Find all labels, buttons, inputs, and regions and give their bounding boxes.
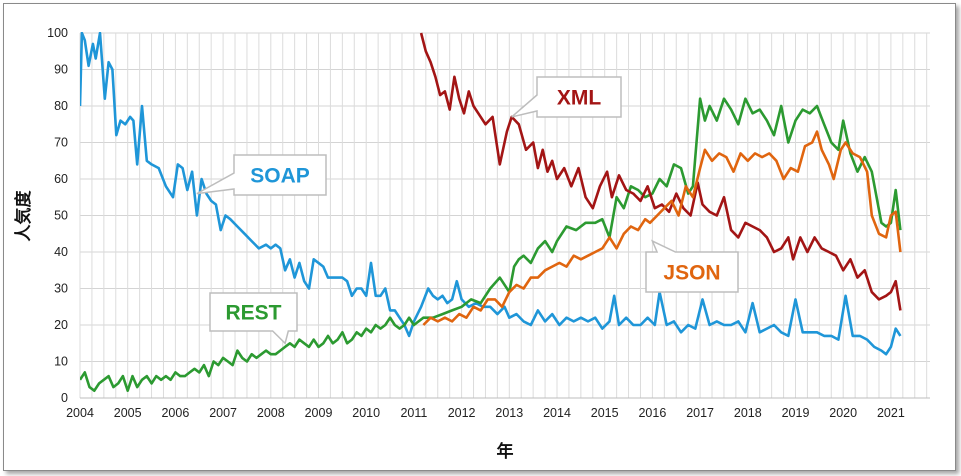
series-line-xml [419,32,902,311]
x-axis-title: 年 [497,441,514,462]
callout-label: XML [557,87,602,110]
x-tick-label: 2005 [114,406,142,420]
x-tick-label: 2021 [877,406,905,420]
grid [79,32,930,399]
x-tick-label: 2009 [305,406,333,420]
y-tick-label: 90 [54,63,68,77]
callout-box [645,239,739,293]
series-line-soap [80,32,902,356]
callout-soap: SOAP [196,154,327,196]
callout-rest: REST [209,292,298,345]
y-tick-label: 30 [54,282,68,296]
callout-json: JSON [645,239,739,293]
x-tick-label: 2010 [352,406,380,420]
callout-box [511,76,622,118]
x-tick-label: 2015 [591,406,619,420]
y-tick-label: 20 [54,318,68,332]
x-tick-label: 2016 [638,406,666,420]
callout-label: SOAP [250,165,310,188]
x-tick-label: 2013 [495,406,523,420]
x-tick-label: 2008 [257,406,285,420]
callouts: SOAP XML REST JSON [196,76,739,345]
callout-label: JSON [663,262,720,285]
callout-xml: XML [511,76,622,118]
y-tick-label: 0 [61,391,68,405]
x-tick-label: 2018 [734,406,762,420]
x-tick-label: 2007 [209,406,237,420]
y-tick-label: 40 [54,245,68,259]
series-lines [80,32,902,392]
y-axis-title: 人気度 [13,190,34,242]
y-tick-label: 60 [54,172,68,186]
x-tick-label: 2004 [66,406,94,420]
callout-label: REST [225,302,281,325]
x-tick-label: 2006 [161,406,189,420]
series-line-json [422,130,902,326]
y-tick-label: 100 [47,26,68,40]
x-tick-label: 2014 [543,406,571,420]
callout-box [209,292,298,345]
x-tick-label: 2011 [400,406,427,420]
x-tick-label: 2019 [782,406,810,420]
tick-labels: 0 10 20 30 40 50 60 70 80 90 100 2004 2005 2006 2007 20… [47,26,905,420]
y-tick-label: 70 [54,136,68,150]
x-tick-label: 2012 [448,406,476,420]
series-line-rest [80,97,902,392]
y-tick-label: 50 [54,209,68,223]
y-tick-label: 10 [54,355,68,369]
callout-box [196,154,327,196]
y-tick-label: 80 [54,99,68,113]
x-tick-label: 2017 [686,406,714,420]
x-tick-label: 2020 [829,406,857,420]
